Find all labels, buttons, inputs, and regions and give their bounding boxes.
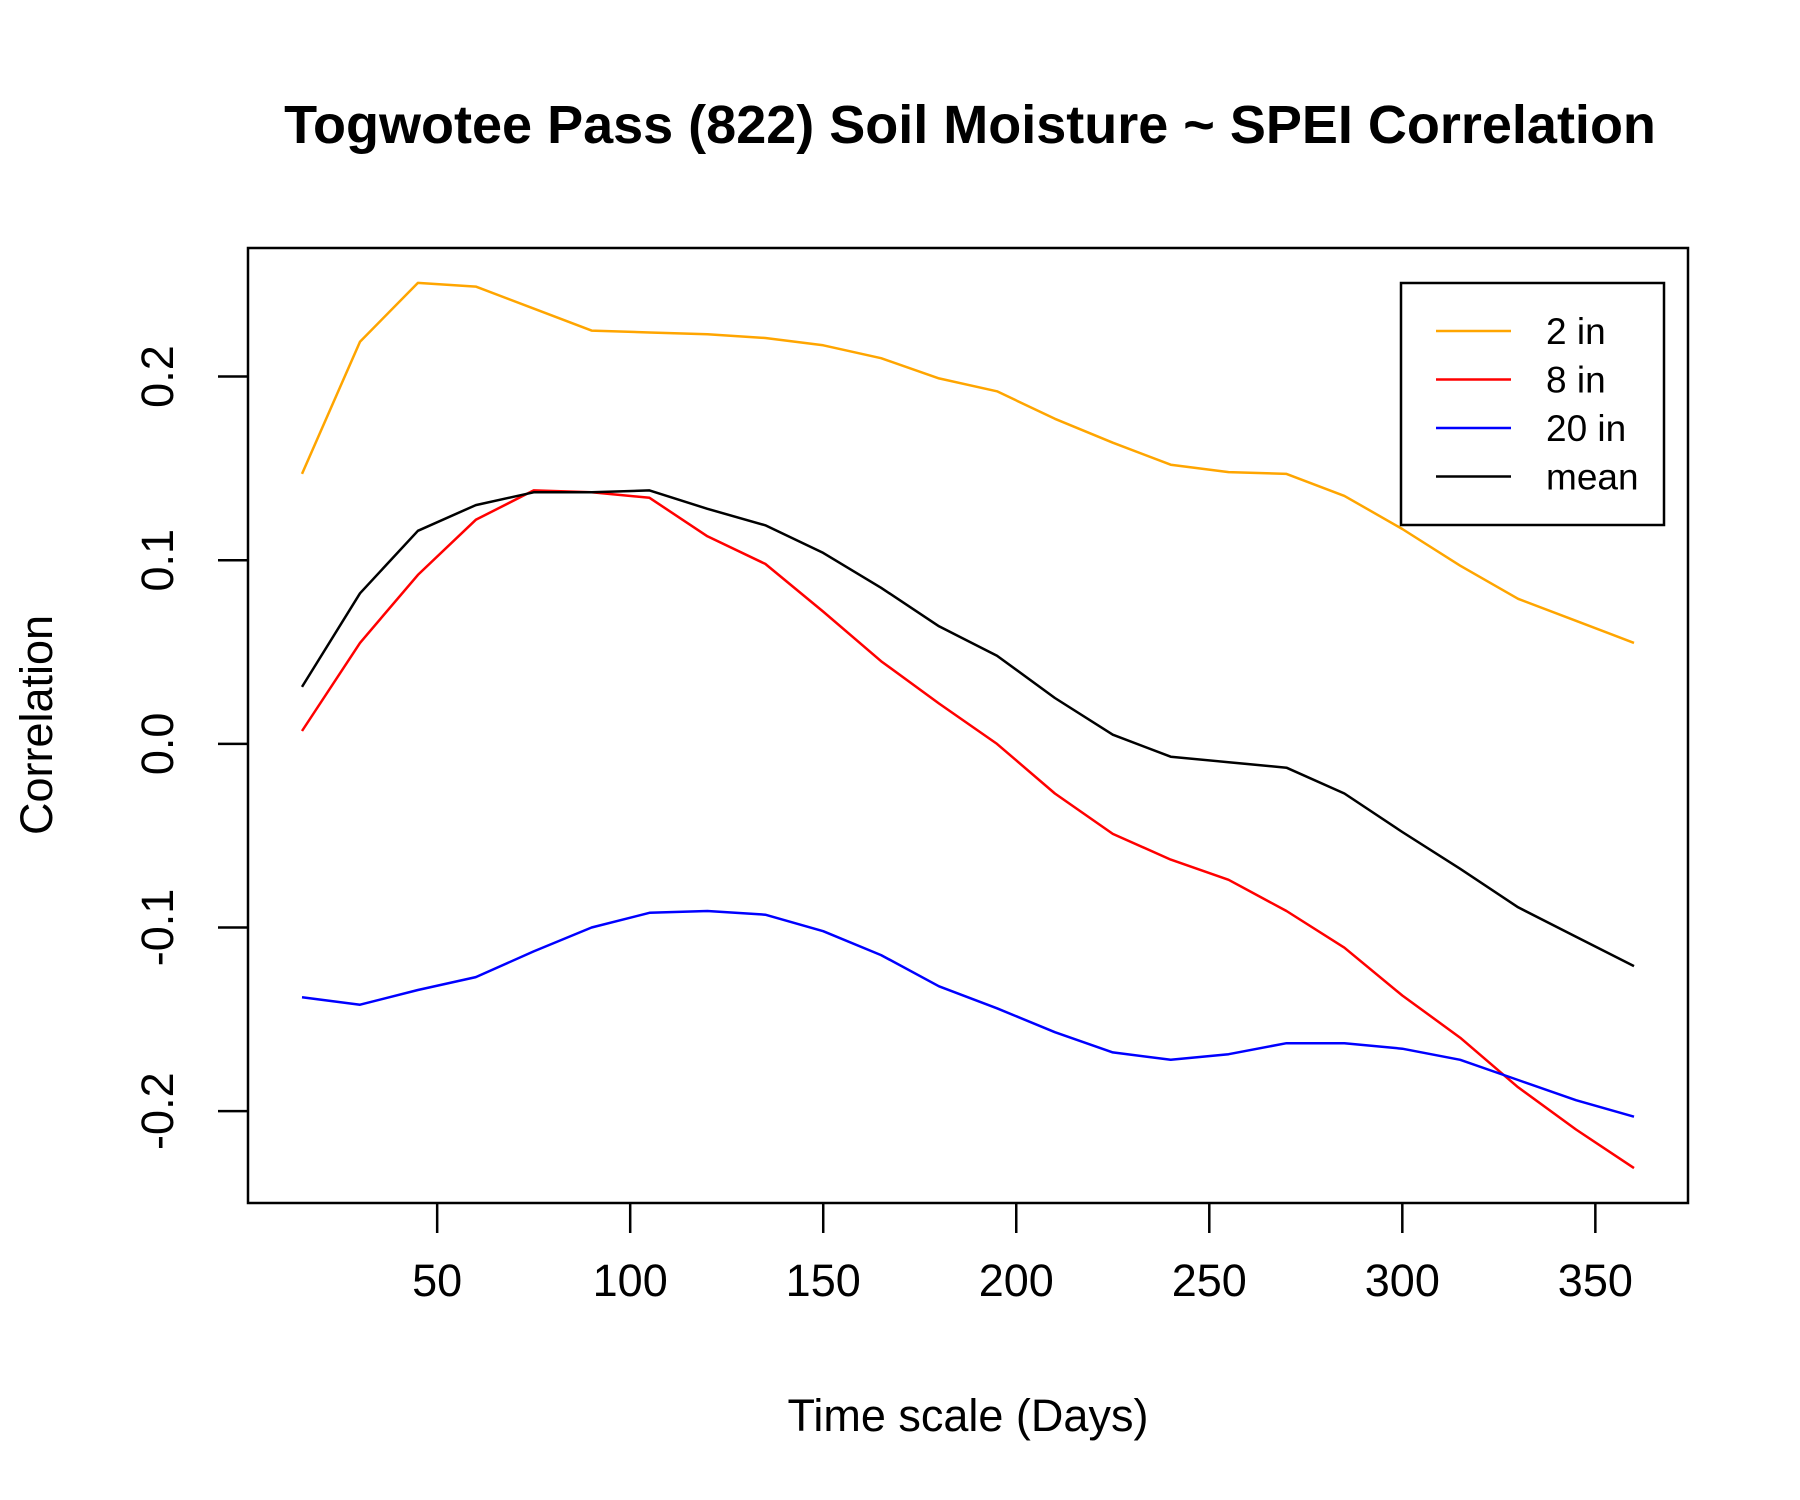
y-tick-label: 0.2 [132,345,183,408]
x-tick-label: 100 [593,1255,668,1306]
plot-frame [246,246,1690,1205]
series-line-8-in [300,489,1635,1170]
x-tick-label: 250 [1172,1255,1247,1306]
x-axis: 50 100 150 200 250 300 350 [412,1203,1633,1306]
x-tick-label: 350 [1558,1255,1633,1306]
legend-entries: 2 in 8 in 20 in mean [1436,311,1639,498]
x-axis-label: Time scale (Days) [788,1390,1149,1441]
legend-box [1399,281,1666,527]
y-axis-label: Correlation [11,615,62,835]
series-lines [300,281,1635,1170]
chart-title: Togwotee Pass (822) Soil Moisture ~ SPEI… [284,95,1656,155]
x-tick-label: 150 [786,1255,861,1306]
x-tick-label: 200 [979,1255,1054,1306]
series-line-2-in [300,281,1635,645]
series-line-20-in [301,909,1635,1118]
y-tick-label: 0.0 [132,713,183,776]
legend: 2 in 8 in 20 in mean [1399,281,1666,527]
y-tick-label: 0.1 [132,529,183,592]
legend-label: 2 in [1546,311,1606,352]
legend-label: mean [1546,457,1639,498]
series-line-mean [300,489,1635,968]
y-tick-label: -0.1 [132,889,183,967]
legend-label: 8 in [1546,360,1606,401]
y-tick-label: -0.2 [132,1072,183,1150]
legend-label: 20 in [1546,408,1626,449]
x-tick-label: 50 [412,1255,462,1306]
x-tick-label: 300 [1365,1255,1440,1306]
y-axis: -0.2 -0.1 0.0 0.1 0.2 [132,345,248,1150]
